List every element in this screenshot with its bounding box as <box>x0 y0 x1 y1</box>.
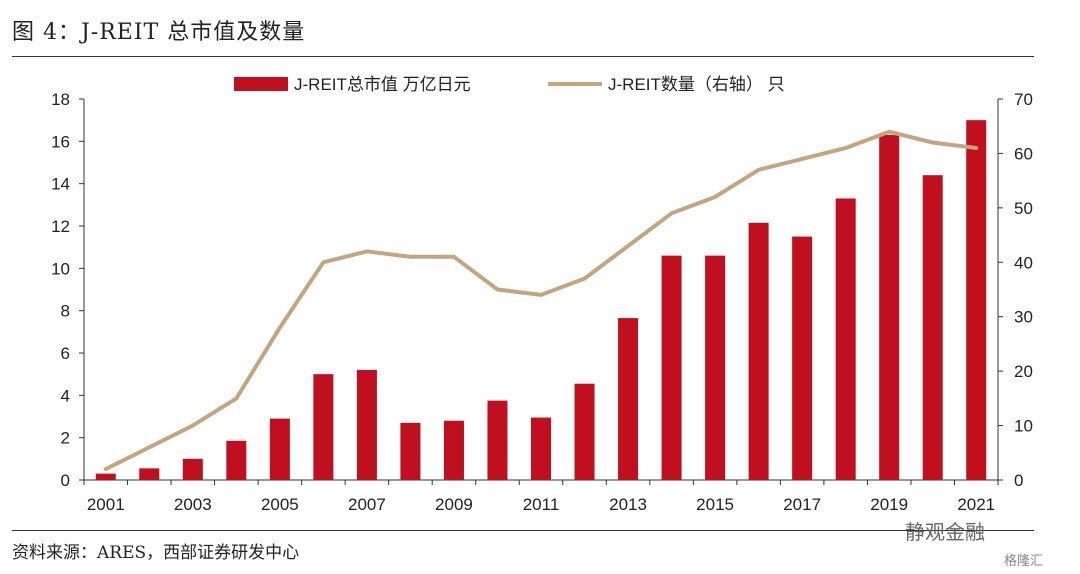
x-tick-label: 2001 <box>87 495 125 514</box>
line-point <box>932 142 934 144</box>
x-tick-label: 2017 <box>783 495 821 514</box>
bar <box>182 458 203 480</box>
line-series <box>103 129 979 472</box>
line-point <box>975 147 977 149</box>
right-y-tick-label: 50 <box>1014 199 1033 218</box>
right-y-tick-label: 40 <box>1014 253 1033 272</box>
line-point <box>845 147 847 149</box>
chart-title: 图 4：J-REIT 总市值及数量 <box>12 20 306 45</box>
title-divider <box>12 56 1034 57</box>
line-point <box>801 158 803 160</box>
x-tick-label: 2011 <box>523 495 560 514</box>
bar <box>966 120 987 481</box>
legend-bar-label: J-REIT总市值 万亿日元 <box>294 75 471 94</box>
bar <box>313 374 334 480</box>
bar <box>922 175 943 480</box>
bar <box>400 422 421 480</box>
bar <box>226 440 247 480</box>
bar-series <box>95 120 987 481</box>
right-y-tick-label: 60 <box>1014 144 1033 163</box>
right-y-tick-label: 10 <box>1014 417 1033 436</box>
watermark-brand: 格隆汇 <box>1004 554 1044 569</box>
bar <box>618 318 639 480</box>
line-point <box>584 278 586 280</box>
right-y-tick-label: 20 <box>1014 362 1033 381</box>
left-y-tick-label: 2 <box>61 429 70 448</box>
left-y-tick-label: 8 <box>61 302 70 321</box>
line-point <box>409 256 411 258</box>
x-tick-label: 2019 <box>870 495 908 514</box>
watermark-name: 静观金融 <box>905 520 985 544</box>
left-y-tick-label: 10 <box>51 259 70 278</box>
line-point <box>279 327 281 329</box>
axis-labels: 0 2 4 6 8 10 12 14 16 18 0 10 20 30 40 50 60 70 2001 2003 20… <box>51 90 1033 514</box>
source-note: 资料来源：ARES，西部证券研发中心 <box>12 543 300 563</box>
line-point <box>888 131 890 133</box>
x-tick-label: 2021 <box>957 495 995 514</box>
x-tick-label: 2005 <box>261 495 299 514</box>
bar <box>792 236 813 480</box>
x-tick-label: 2013 <box>609 495 647 514</box>
left-y-tick-label: 0 <box>61 471 70 490</box>
bar <box>139 468 160 480</box>
bar <box>487 400 508 480</box>
legend: J-REIT总市值 万亿日元 J-REIT数量（右轴） 只 <box>234 75 785 94</box>
chart-canvas: J-REIT总市值 万亿日元 J-REIT数量（右轴） 只 0 2 4 6 8 10 12 1… <box>51 75 1033 514</box>
bar <box>661 255 682 480</box>
legend-bar-swatch <box>234 77 288 91</box>
line-point <box>105 468 107 470</box>
line-point <box>366 250 368 252</box>
right-y-tick-label: 30 <box>1014 308 1033 327</box>
line-point <box>148 446 150 448</box>
left-y-tick-label: 18 <box>51 90 70 109</box>
bar <box>95 473 116 480</box>
line-point <box>496 289 498 290</box>
x-tick-label: 2009 <box>435 495 473 514</box>
line-point <box>758 169 760 171</box>
bar <box>748 222 769 480</box>
line-point <box>453 256 455 258</box>
x-tick-label: 2003 <box>174 495 212 514</box>
x-tick-label: 2007 <box>348 495 386 514</box>
line-point <box>322 261 324 263</box>
right-y-tick-label: 70 <box>1014 90 1033 109</box>
bar <box>530 417 552 480</box>
bar <box>879 134 900 480</box>
x-tick-label: 2015 <box>696 495 734 514</box>
bar <box>705 255 726 480</box>
bar <box>835 198 856 480</box>
bar <box>443 420 464 480</box>
legend-line-label: J-REIT数量（右轴） 只 <box>608 75 785 94</box>
bar <box>356 369 377 480</box>
left-y-tick-label: 16 <box>51 132 70 151</box>
line-point <box>714 196 716 198</box>
line-point <box>192 425 194 427</box>
line-point <box>671 212 673 214</box>
right-y-tick-label: 0 <box>1014 471 1023 490</box>
left-y-tick-label: 4 <box>61 386 70 405</box>
left-y-tick-label: 12 <box>51 217 70 236</box>
line-point <box>235 397 237 399</box>
line-point <box>540 294 542 296</box>
left-y-tick-label: 14 <box>51 175 70 194</box>
line-point <box>627 245 629 247</box>
footer-divider <box>12 530 1034 531</box>
bar <box>269 418 290 480</box>
bar <box>574 383 595 480</box>
left-y-tick-label: 6 <box>61 344 70 363</box>
